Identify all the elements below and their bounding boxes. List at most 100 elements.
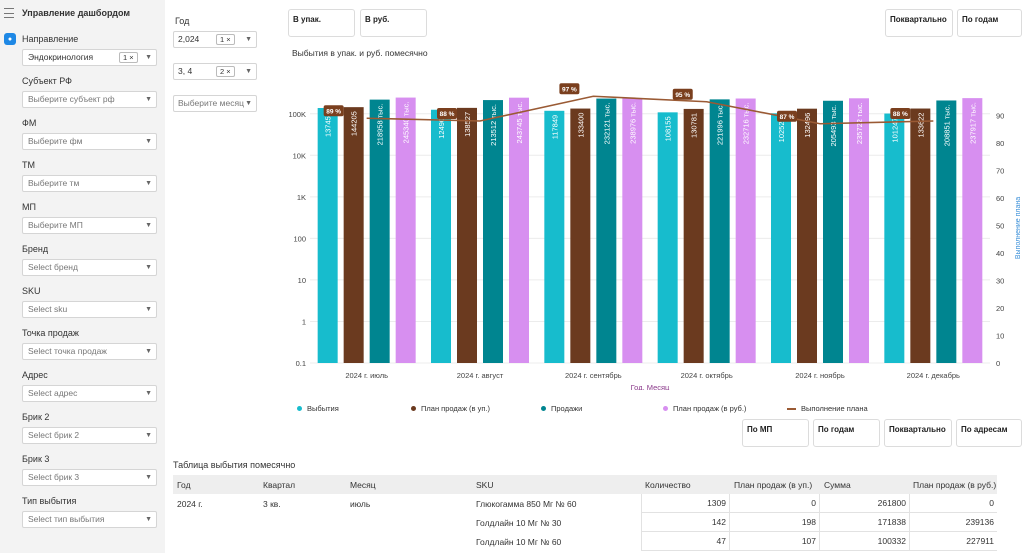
plan-completion-line [366,95,934,125]
table-row[interactable]: Голдлайн 10 Мг № 60 47 107 100332 227911 [173,532,997,551]
bar-data-label: 232716 тыс. [742,103,751,145]
y2-tick-label: 30 [996,277,1004,286]
legend-label: Выполнение плана [801,404,868,413]
col-header-sku[interactable]: SKU [476,480,494,490]
table-cell-sum: 261800 [819,494,909,513]
sidebar: Управление дашбордом ● Направление Эндокр… [0,0,165,553]
chevron-down-icon: ▼ [145,306,152,313]
y2-tick-label: 80 [996,139,1004,148]
filter-select[interactable]: Выберите фм ▼ [22,133,157,150]
y-tick-label: 100K [288,110,306,119]
bar-plan-units [570,108,591,363]
filter-select[interactable]: Выберите субъект рф ▼ [22,91,157,108]
bar-plan-rub [849,98,869,363]
bar-data-label: 133400 [576,113,585,138]
filter-value: Выберите МП [28,220,83,230]
filter-label: Брик 3 [22,454,50,464]
table-cell-month: июль [350,499,371,509]
col-header-quarter[interactable]: Квартал [263,480,296,490]
table-cell-qty: 1309 [641,494,729,513]
units-toggle[interactable]: В упак. [288,9,355,37]
filter-label: Брик 2 [22,412,50,422]
col-header-month[interactable]: Месяц [350,480,376,490]
data-table: Год Квартал Месяц SKU Количество План пр… [173,475,997,551]
month-select[interactable]: Выберите месяц ▼ [173,95,257,112]
y2-tick-label: 20 [996,304,1004,313]
sidebar-title: Управление дашбордом [22,8,130,18]
table-cell-year: 2024 г. [177,499,203,509]
info-badge-icon[interactable]: ● [4,33,16,45]
year-select[interactable]: 2,024 1 × ▼ [173,31,257,48]
by-years-lower-toggle[interactable]: По годам [813,419,880,447]
bar-vybytiya [771,113,791,363]
completion-label: 88 % [440,111,455,118]
by-years-toggle[interactable]: По годам [957,9,1022,37]
quarter-chip[interactable]: 2 × [216,66,235,77]
filter-value: Select sku [28,304,68,314]
filter-select[interactable]: Select брик 2 ▼ [22,427,157,444]
legend-dot [411,406,416,411]
legend-line [787,407,796,410]
filter-select[interactable]: Эндокринология 1 × ▼ [22,49,157,66]
filter-label: ТМ [22,160,35,170]
bar-data-label: 133622 [916,113,925,138]
legend-label: План продаж (в руб.) [673,404,747,413]
col-header-year[interactable]: Год [177,480,191,490]
x-tick-label: 2024 г. октябрь [681,371,733,380]
col-header-sum[interactable]: Сумма [824,480,851,490]
col-header-plan-rub[interactable]: План продаж (в руб.) [913,480,997,490]
filter-select[interactable]: Select бренд ▼ [22,259,157,276]
table-row[interactable]: Голдлайн 10 Мг № 30 142 198 171838 239136 [173,513,997,532]
bar-data-label: 144205 [350,111,359,136]
bar-data-label: 101247 [890,118,899,143]
filter-label: Тип выбытия [22,496,77,506]
bar-data-label: 221996 тыс. [716,103,725,145]
year-chip[interactable]: 1 × [216,34,235,45]
rub-toggle[interactable]: В руб. [360,9,427,37]
quarterly-lower-toggle[interactable]: Поквартально [884,419,952,447]
quarterly-toggle[interactable]: Поквартально [885,9,953,37]
table-row[interactable]: 2024 г. 3 кв. июль Глюкогамма 850 Мг № 60 13… [173,494,997,513]
sidebar-header[interactable]: Управление дашбордом [4,8,130,18]
filter-select[interactable]: Select адрес ▼ [22,385,157,402]
chevron-down-icon: ▼ [145,222,152,229]
completion-badge [890,108,911,119]
completion-label: 95 % [675,92,690,99]
filter-select[interactable]: Select брик 3 ▼ [22,469,157,486]
filter-select[interactable]: Выберите МП ▼ [22,217,157,234]
filter-select[interactable]: Выберите тм ▼ [22,175,157,192]
filter-label: Точка продаж [22,328,79,338]
filter-select[interactable]: Select точка продаж ▼ [22,343,157,360]
bar-data-label: 205493 тыс. [829,105,838,147]
col-header-qty[interactable]: Количество [645,480,691,490]
legend-item-plan-units[interactable]: План продаж (в уп.) [411,404,490,413]
by-address-toggle[interactable]: По адресам [956,419,1022,447]
legend-item-plan-rub[interactable]: План продаж (в руб.) [663,404,746,413]
filter-select[interactable]: Select тип выбытия ▼ [22,511,157,528]
table-header: Год Квартал Месяц SKU Количество План пр… [173,475,997,494]
bar-data-label: 137457 [324,112,333,137]
col-header-plan-units[interactable]: План продаж (в уп.) [734,480,813,490]
by-mp-toggle[interactable]: По МП [742,419,809,447]
legend-item-sales[interactable]: Продажи [541,404,582,413]
legend-item-plan-completion[interactable]: Выполнение плана [787,404,868,413]
filter-chip[interactable]: 1 × [119,52,138,63]
legend-item-vybytiya[interactable]: Выбытия [297,404,339,413]
x-tick-label: 2024 г. июль [345,371,388,380]
bar-data-label: 102520 [777,117,786,142]
legend-label: План продаж (в уп.) [421,404,491,413]
table-cell-plan-units: 0 [729,494,819,513]
y-tick-label: 0.1 [296,359,306,368]
filter-select[interactable]: Select sku ▼ [22,301,157,318]
chart-title: Выбытия в упак. и руб. помесячно [292,48,428,58]
quarter-select[interactable]: 3, 4 2 × ▼ [173,63,257,80]
month-placeholder: Выберите месяц [178,98,244,108]
filter-label: Субъект РФ [22,76,72,86]
bar-vybytiya [431,109,451,363]
filter-value: Эндокринология [28,52,94,62]
bar-plan-rub [962,98,983,363]
bar-data-label: 132496 [803,113,812,138]
filter-label: ФМ [22,118,37,128]
chevron-down-icon: ▼ [145,474,152,481]
filter-label: МП [22,202,36,212]
